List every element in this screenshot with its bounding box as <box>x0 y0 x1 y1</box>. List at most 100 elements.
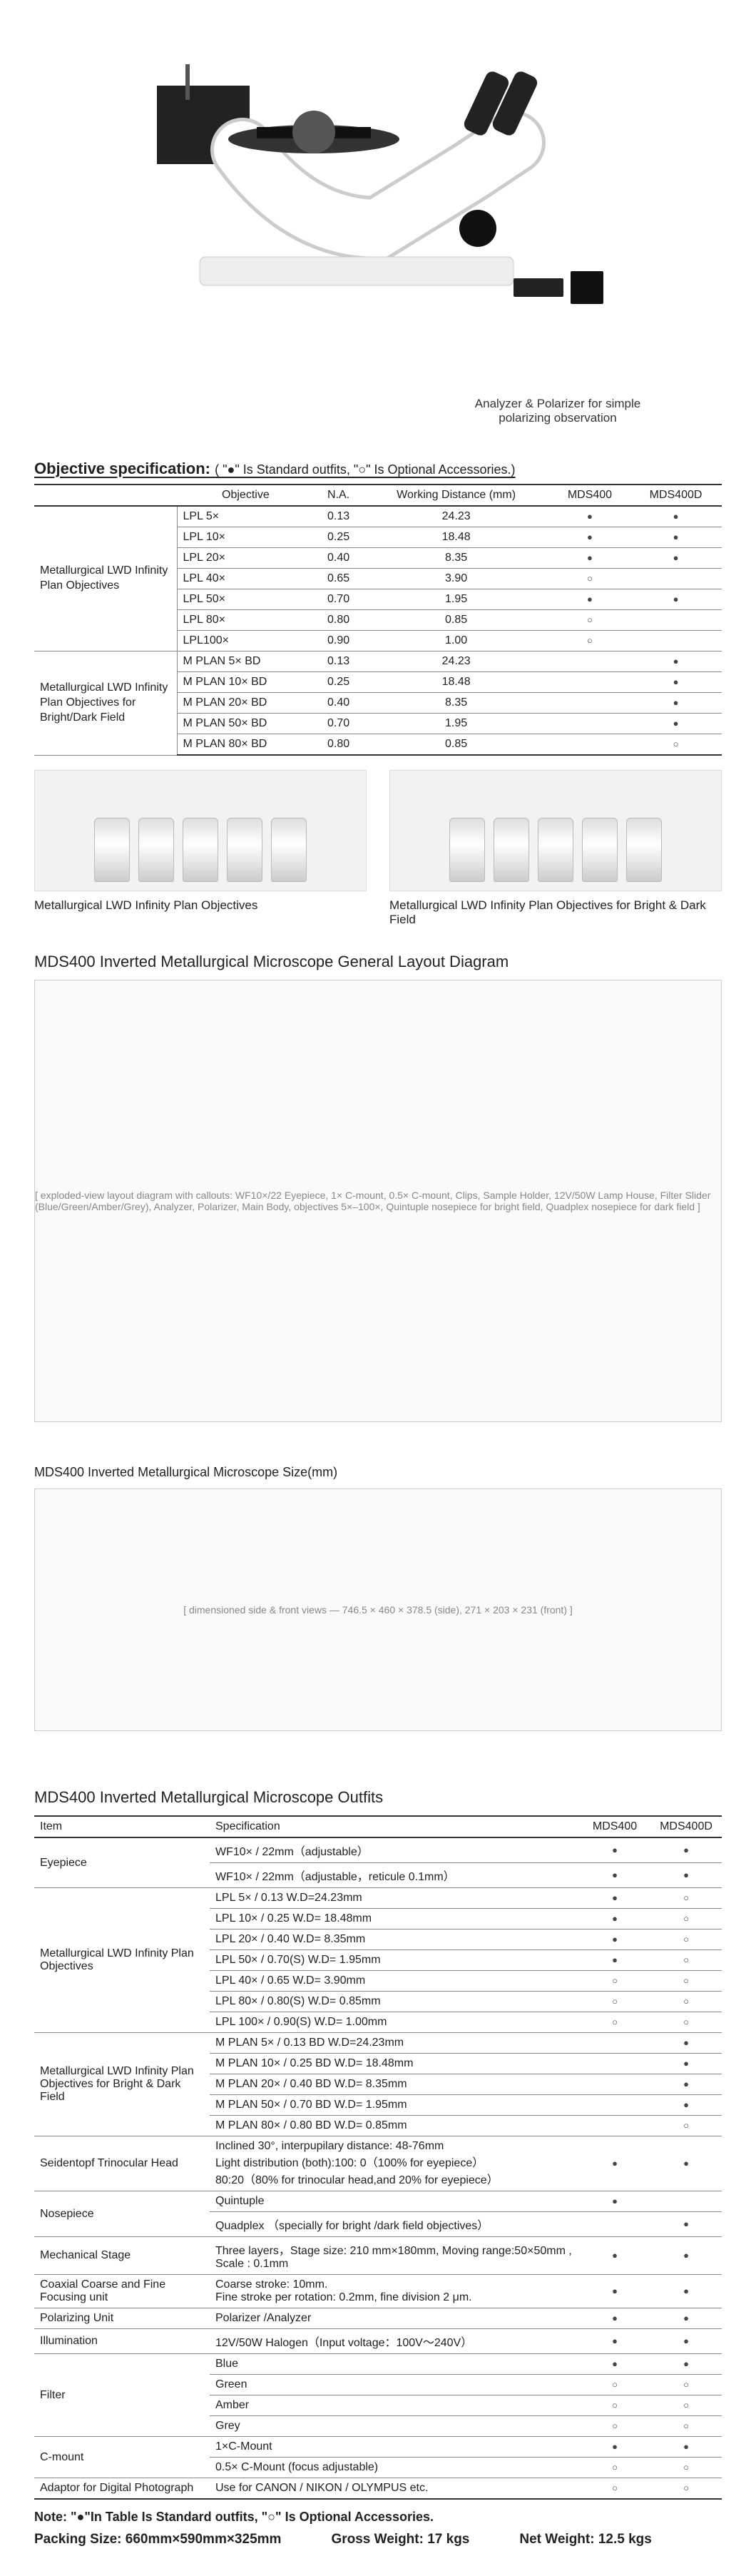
availability-cell <box>550 589 630 610</box>
dot-standard-icon <box>587 510 593 522</box>
table-cell: 0.40 <box>315 548 363 569</box>
spec-cell: 0.5× C-Mount (focus adjustable) <box>210 2458 579 2478</box>
table-header: MDS400D <box>630 485 722 506</box>
item-cell: C-mount <box>34 2437 210 2478</box>
dot-standard-icon <box>612 2285 618 2297</box>
availability-cell <box>650 1909 722 1930</box>
table-cell: 0.13 <box>315 506 363 527</box>
availability-cell <box>550 714 630 734</box>
availability-cell <box>579 2136 650 2191</box>
spec-cell: WF10× / 22mm（adjustable） <box>210 1837 579 1863</box>
dot-optional-icon <box>612 2016 618 2028</box>
table-row: Metallurgical LWD Infinity Plan Objectiv… <box>34 506 722 527</box>
dot-optional-icon <box>683 1974 689 1987</box>
availability-cell <box>579 2416 650 2437</box>
spec-cell: Inclined 30°, interpupilary distance: 48… <box>210 2136 579 2191</box>
dot-standard-icon <box>612 2249 618 2261</box>
availability-cell <box>650 2212 722 2237</box>
dot-standard-icon <box>683 2358 689 2370</box>
spec-cell: 1×C-Mount <box>210 2437 579 2458</box>
table-cell: 0.90 <box>315 631 363 651</box>
availability-cell <box>579 2237 650 2275</box>
dot-standard-icon <box>683 2157 689 2169</box>
item-cell: Adaptor for Digital Photograph <box>34 2478 210 2500</box>
table-header: Working Distance (mm) <box>362 485 549 506</box>
availability-cell <box>650 1837 722 1863</box>
dot-optional-icon <box>683 2119 689 2131</box>
availability-cell <box>579 2437 650 2458</box>
dot-optional-icon <box>683 1892 689 1904</box>
table-header: MDS400D <box>650 1816 722 1837</box>
availability-cell <box>630 651 722 672</box>
availability-cell <box>650 1930 722 1950</box>
availability-cell <box>579 1837 650 1863</box>
availability-cell <box>550 672 630 693</box>
availability-cell <box>630 672 722 693</box>
item-cell: Illumination <box>34 2329 210 2354</box>
dot-standard-icon <box>587 593 593 605</box>
dot-standard-icon <box>673 552 679 564</box>
dot-standard-icon <box>612 1933 618 1945</box>
table-cell: 0.65 <box>315 569 363 589</box>
table-cell: 0.70 <box>315 589 363 610</box>
availability-cell <box>630 734 722 756</box>
availability-cell <box>579 1863 650 1888</box>
dot-standard-icon <box>612 1954 618 1966</box>
availability-cell <box>650 2478 722 2500</box>
availability-cell <box>550 693 630 714</box>
table-header: Item <box>34 1816 210 1837</box>
objective-spec-title-text: Objective specification: <box>34 460 210 477</box>
table-cell: LPL 5× <box>177 506 315 527</box>
dot-standard-icon <box>673 655 679 667</box>
availability-cell <box>630 527 722 548</box>
table-cell: 8.35 <box>362 693 549 714</box>
dot-standard-icon <box>673 676 679 688</box>
spec-cell: M PLAN 20× / 0.40 BD W.D= 8.35mm <box>210 2074 579 2095</box>
availability-cell <box>579 1930 650 1950</box>
table-cell: 0.85 <box>362 734 549 756</box>
spec-cell: 12V/50W Halogen（Input voltage：100V～240V） <box>210 2329 579 2354</box>
dot-optional-icon <box>612 2420 618 2432</box>
spec-cell: Amber <box>210 2395 579 2416</box>
availability-cell <box>579 2212 650 2237</box>
product-image <box>114 43 628 385</box>
packing-info: Packing Size: 660mm×590mm×325mm Gross We… <box>34 2529 722 2547</box>
dot-standard-icon <box>612 1844 618 1856</box>
availability-cell <box>630 610 722 631</box>
dot-standard-icon <box>683 2285 689 2297</box>
item-cell: Metallurgical LWD Infinity Plan Objectiv… <box>34 2033 210 2136</box>
availability-cell <box>579 2116 650 2136</box>
dot-standard-icon <box>612 1869 618 1881</box>
dot-optional-icon <box>612 2461 618 2473</box>
table-cell: LPL100× <box>177 631 315 651</box>
table-row: NosepieceQuintuple <box>34 2191 722 2212</box>
dot-standard-icon <box>683 2440 689 2453</box>
availability-cell <box>579 2308 650 2329</box>
dot-standard-icon <box>673 510 679 522</box>
row-group-label: Metallurgical LWD Infinity Plan Objectiv… <box>34 506 177 651</box>
dot-standard-icon <box>683 2218 689 2230</box>
objective-spec-title: Objective specification: ( "●" Is Standa… <box>34 460 722 478</box>
table-row: Polarizing UnitPolarizer /Analyzer <box>34 2308 722 2329</box>
packing-size: Packing Size: 660mm×590mm×325mm <box>34 2532 281 2547</box>
spec-cell: LPL 100× / 0.90(S) W.D= 1.00mm <box>210 2012 579 2033</box>
dot-standard-icon <box>683 2099 689 2111</box>
availability-cell <box>650 2354 722 2375</box>
objectives-photo-1-caption: Metallurgical LWD Infinity Plan Objectiv… <box>34 898 367 913</box>
dot-standard-icon <box>587 552 593 564</box>
size-diagram-title: MDS400 Inverted Metallurgical Microscope… <box>34 1465 722 1480</box>
dot-optional-icon <box>683 1995 689 2007</box>
table-row: Adaptor for Digital PhotographUse for CA… <box>34 2478 722 2500</box>
dot-standard-icon <box>587 531 593 543</box>
table-cell: LPL 20× <box>177 548 315 569</box>
table-cell: 1.00 <box>362 631 549 651</box>
dot-standard-icon <box>612 1892 618 1904</box>
availability-cell <box>630 548 722 569</box>
dot-optional-icon <box>612 2399 618 2411</box>
spec-cell: Blue <box>210 2354 579 2375</box>
availability-cell <box>550 631 630 651</box>
table-cell: 0.40 <box>315 693 363 714</box>
availability-cell <box>579 2478 650 2500</box>
availability-cell <box>630 506 722 527</box>
dot-optional-icon <box>683 2399 689 2411</box>
